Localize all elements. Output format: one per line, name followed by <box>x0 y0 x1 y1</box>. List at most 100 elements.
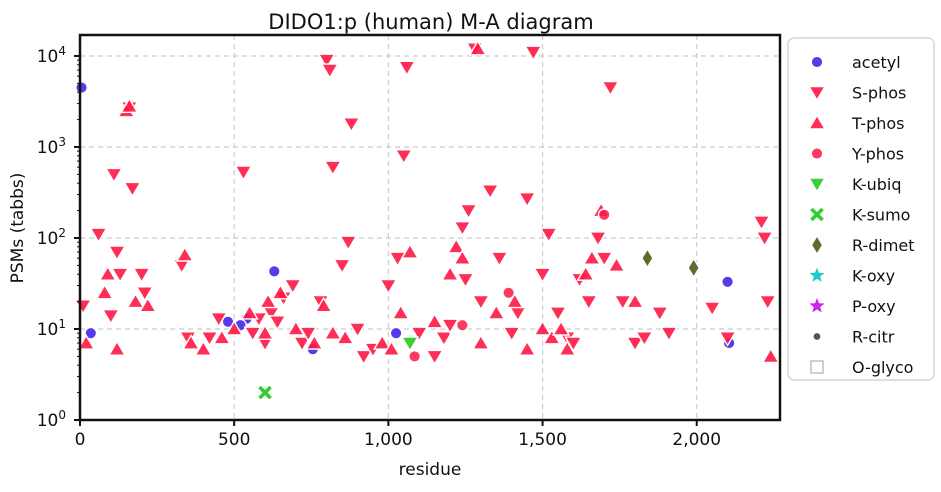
legend-marker-K-sumo <box>810 207 824 222</box>
legend-marker-K-ubiq <box>807 177 827 193</box>
point-S-phos <box>107 245 127 262</box>
point-S-phos <box>595 251 614 268</box>
legend-marker-T-phos <box>807 114 827 130</box>
point-S-phos <box>613 294 632 311</box>
point-S-phos <box>101 308 121 325</box>
plot-frame <box>78 33 782 422</box>
point-acetyl <box>267 264 281 278</box>
point-acetyl <box>389 326 403 340</box>
point-S-phos <box>702 301 722 318</box>
point-S-phos <box>517 192 537 208</box>
point-S-phos <box>123 181 142 198</box>
legend-label: acetyl <box>852 53 901 72</box>
point-S-phos <box>209 311 228 328</box>
legend-label: O-glyco <box>852 358 913 377</box>
point-T-phos <box>286 320 306 336</box>
point-S-phos <box>348 322 367 338</box>
point-T-phos <box>98 265 117 281</box>
point-S-phos <box>456 272 475 289</box>
point-S-phos <box>342 117 361 133</box>
legend-marker-O-glyco <box>810 360 824 374</box>
x-axis-label: residue <box>399 460 462 480</box>
y-tick-base: 10 <box>37 47 59 67</box>
point-S-phos <box>135 286 154 302</box>
point-T-phos <box>505 292 525 309</box>
point-T-phos <box>551 320 571 336</box>
point-S-phos <box>601 80 620 97</box>
point-S-phos <box>388 251 407 268</box>
point-S-phos <box>317 53 336 70</box>
point-S-phos <box>332 258 352 275</box>
legend-label: K-oxy <box>852 267 895 286</box>
y-tick-exponent: 3 <box>58 135 66 149</box>
point-S-phos <box>533 267 552 284</box>
x-tick-label: 500 <box>218 430 250 450</box>
point-S-phos <box>459 203 478 220</box>
point-K-sumo <box>258 385 272 400</box>
y-tick-exponent: 1 <box>58 317 66 331</box>
legend-label: K-sumo <box>852 206 910 225</box>
legend-item-Y-phos: Y-phos <box>810 145 904 164</box>
legend-label: R-citr <box>852 328 895 347</box>
point-S-phos <box>298 326 318 343</box>
point-T-phos <box>582 249 602 265</box>
point-S-phos <box>625 336 645 353</box>
point-T-phos <box>194 340 213 356</box>
y-tick-exponent: 0 <box>58 408 66 422</box>
legend-item-T-phos: T-phos <box>807 114 905 133</box>
point-S-phos <box>323 160 343 177</box>
point-S-phos <box>548 306 568 322</box>
legend-label: S-phos <box>852 84 906 103</box>
x-tick-label: 2,000 <box>672 430 721 450</box>
series-K-sumo <box>258 385 272 400</box>
point-T-phos <box>212 328 232 345</box>
point-T-phos <box>517 340 537 356</box>
legend-marker-acetyl <box>810 55 824 69</box>
point-T-phos <box>126 292 145 309</box>
point-T-phos <box>607 256 626 273</box>
point-S-phos <box>292 336 312 353</box>
point-T-phos <box>314 296 333 313</box>
point-S-phos <box>539 227 558 244</box>
point-S-phos <box>110 267 130 284</box>
point-S-phos <box>635 331 654 347</box>
point-S-phos <box>480 184 500 200</box>
point-T-phos <box>382 340 401 356</box>
legend-marker-R-dimet <box>810 234 824 256</box>
point-S-phos <box>752 215 771 231</box>
y-tick-label: 100 <box>37 408 66 431</box>
point-S-phos <box>434 331 454 347</box>
y-tick-label: 104 <box>37 44 66 67</box>
x-tick-label: 1,500 <box>518 430 567 450</box>
legend-label: R-dimet <box>852 236 915 255</box>
x-tick-label: 0 <box>75 430 86 450</box>
point-T-phos <box>138 296 158 313</box>
point-S-phos <box>524 45 543 62</box>
point-S-phos <box>650 306 669 322</box>
point-S-phos <box>320 63 340 80</box>
point-T-phos <box>372 334 392 350</box>
point-S-phos <box>718 331 737 347</box>
point-T-phos <box>446 237 466 254</box>
point-S-phos <box>132 267 151 284</box>
point-T-phos <box>323 324 343 340</box>
point-T-phos <box>625 292 645 309</box>
legend: acetyl S-phos T-phos Y-phos K-ubiq K-sumo R-di… <box>787 37 935 381</box>
y-axis-label: PSMs (tabbs) <box>8 173 28 284</box>
legend-marker-Y-phos <box>810 147 824 160</box>
point-K-ubiq <box>400 336 420 353</box>
y-tick-label: 103 <box>37 135 66 158</box>
y-tick-label: 102 <box>37 226 66 249</box>
point-S-phos <box>425 349 444 366</box>
series-T-phos <box>76 39 780 364</box>
y-tick-label: 101 <box>37 317 66 340</box>
point-S-phos <box>453 220 472 237</box>
point-S-phos <box>490 251 509 268</box>
point-T-phos <box>468 39 488 56</box>
point-S-phos <box>394 149 414 165</box>
point-T-phos <box>425 312 444 329</box>
legend-item-P-oxy: P-oxy <box>809 297 896 316</box>
point-S-phos <box>758 294 777 311</box>
point-S-phos <box>397 60 417 77</box>
point-T-phos <box>542 328 562 345</box>
